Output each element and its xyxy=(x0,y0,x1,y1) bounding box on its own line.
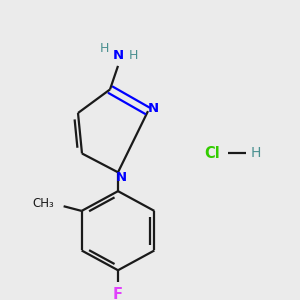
Text: H: H xyxy=(251,146,261,161)
Text: N: N xyxy=(147,102,159,115)
Text: H: H xyxy=(99,41,109,55)
Text: F: F xyxy=(113,287,123,300)
Text: Cl: Cl xyxy=(204,146,220,161)
Text: N: N xyxy=(116,170,127,184)
Text: H: H xyxy=(128,49,138,62)
Text: CH₃: CH₃ xyxy=(32,197,54,210)
Text: N: N xyxy=(112,49,124,62)
